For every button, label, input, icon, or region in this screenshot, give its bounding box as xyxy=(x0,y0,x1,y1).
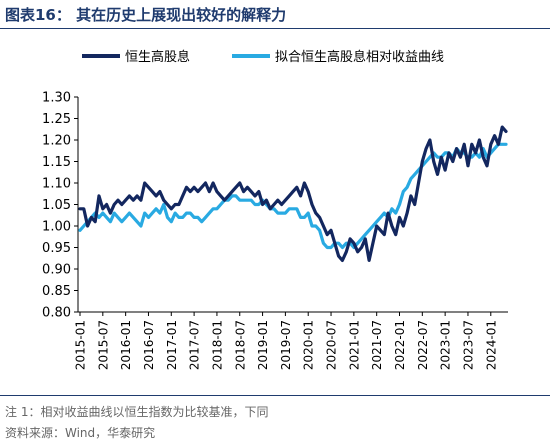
x-tick-label: 2020-01 xyxy=(302,320,316,370)
x-tick-label: 2015-07 xyxy=(96,320,110,370)
series-line-dividend xyxy=(78,125,508,262)
y-tick-label: 1.00 xyxy=(42,220,71,235)
x-tick-label: 2016-07 xyxy=(142,320,156,370)
x-tick-label: 2022-01 xyxy=(393,320,407,370)
y-tick-label: 0.80 xyxy=(42,306,71,321)
x-tick-label: 2024-01 xyxy=(484,320,498,370)
x-tick-label: 2021-07 xyxy=(370,320,384,370)
y-tick-label: 1.05 xyxy=(42,198,71,213)
y-tick-label: 0.90 xyxy=(42,263,71,278)
line-chart: 恒生高股息 拟合恒生高股息相对收益曲线 0.80 0.85 0.90 0.95 1.00… xyxy=(42,49,508,370)
x-tick-label: 2021-01 xyxy=(347,320,361,370)
x-tick-label: 2017-07 xyxy=(188,320,202,370)
y-tick-label: 1.20 xyxy=(42,134,71,149)
source-text: 资料来源：Wind，华泰研究 xyxy=(5,426,156,440)
footnote: 注 1：相对收益曲线以恒生指数为比较基准，下同 xyxy=(5,405,269,419)
series-group xyxy=(78,125,508,262)
y-tick-label: 1.15 xyxy=(42,155,71,170)
footer-divider xyxy=(0,395,550,396)
x-tick-label: 2016-01 xyxy=(119,320,133,370)
title-bar: 图表16： 其在历史上展现出较好的解释力 xyxy=(0,0,550,29)
y-tick-label: 0.85 xyxy=(42,284,71,299)
x-tick-label: 2022-07 xyxy=(416,320,430,370)
legend: 恒生高股息 拟合恒生高股息相对收益曲线 xyxy=(82,49,444,65)
y-tick-label: 1.30 xyxy=(42,91,71,106)
x-tick-label: 2023-07 xyxy=(461,320,475,370)
y-tick-label: 1.25 xyxy=(42,112,71,127)
x-tick-label: 2019-01 xyxy=(256,320,270,370)
legend-label-series-1: 恒生高股息 xyxy=(125,49,190,65)
y-tick-label: 0.95 xyxy=(42,241,71,256)
axes: 0.80 0.85 0.90 0.95 1.00 1.05 1.10 1.15 1.20 1.25… xyxy=(42,91,508,370)
x-tick-label: 2023-01 xyxy=(439,320,453,370)
legend-label-series-2: 拟合恒生高股息相对收益曲线 xyxy=(275,49,444,65)
figure-title: 图表16： 其在历史上展现出较好的解释力 xyxy=(5,6,287,24)
x-tick-label: 2017-01 xyxy=(165,320,179,370)
x-tick-label: 2019-07 xyxy=(279,320,293,370)
series-line-fitted-relative-return xyxy=(78,142,508,250)
x-tick-label: 2020-07 xyxy=(325,320,339,370)
y-tick-label: 1.10 xyxy=(42,177,71,192)
x-tick-label: 2015-01 xyxy=(74,320,88,370)
x-tick-label: 2018-01 xyxy=(210,320,224,370)
x-tick-label: 2018-07 xyxy=(233,320,247,370)
